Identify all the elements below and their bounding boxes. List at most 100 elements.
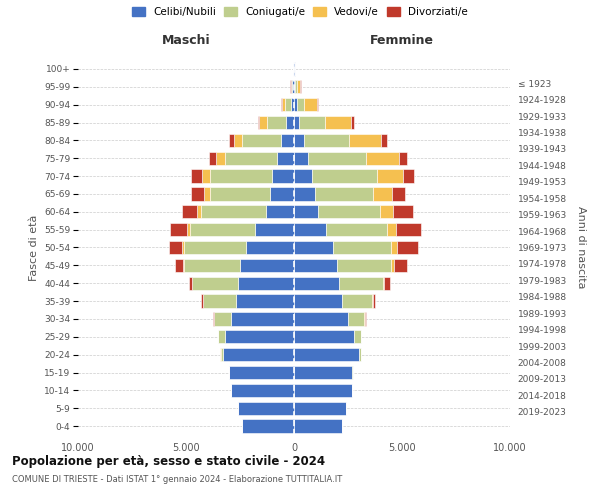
Bar <box>341 294 372 308</box>
Bar <box>294 62 295 76</box>
Bar <box>403 170 414 183</box>
Bar <box>175 258 182 272</box>
Bar <box>294 258 337 272</box>
Bar <box>192 276 193 290</box>
Bar <box>223 348 294 362</box>
Bar <box>281 98 282 112</box>
Bar <box>272 170 294 183</box>
Bar <box>286 98 291 112</box>
Bar <box>294 312 348 326</box>
Bar <box>399 152 407 165</box>
Bar <box>202 170 210 183</box>
Bar <box>236 294 294 308</box>
Bar <box>392 187 405 200</box>
Bar <box>367 152 399 165</box>
Bar <box>240 258 294 272</box>
Bar <box>191 187 205 200</box>
Bar <box>296 98 304 112</box>
Bar <box>382 134 387 147</box>
Bar <box>299 116 325 129</box>
Bar <box>359 348 361 362</box>
Bar <box>377 170 403 183</box>
Bar <box>242 134 281 147</box>
Bar <box>210 187 270 200</box>
Y-axis label: Anni di nascita: Anni di nascita <box>577 206 586 289</box>
Bar <box>294 330 355 344</box>
Bar <box>294 366 352 379</box>
Bar <box>201 294 203 308</box>
Bar <box>294 205 318 218</box>
Bar <box>170 223 187 236</box>
Bar <box>304 134 349 147</box>
Bar <box>395 223 421 236</box>
Bar <box>291 80 292 94</box>
Bar <box>294 348 359 362</box>
Bar <box>394 258 407 272</box>
Bar <box>188 276 192 290</box>
Bar <box>232 312 294 326</box>
Text: Popolazione per età, sesso e stato civile - 2024: Popolazione per età, sesso e stato civil… <box>12 455 325 468</box>
Bar <box>286 116 294 129</box>
Bar <box>184 258 240 272</box>
Bar <box>349 134 382 147</box>
Bar <box>229 134 233 147</box>
Bar <box>297 80 300 94</box>
Bar <box>292 80 294 94</box>
Text: Femmine: Femmine <box>370 34 434 48</box>
Bar <box>355 330 361 344</box>
Bar <box>313 170 377 183</box>
Bar <box>365 312 366 326</box>
Bar <box>258 116 259 129</box>
Bar <box>209 152 216 165</box>
Bar <box>290 80 291 94</box>
Bar <box>218 330 225 344</box>
Bar <box>294 276 340 290</box>
Bar <box>282 98 286 112</box>
Bar <box>314 187 373 200</box>
Bar <box>325 116 351 129</box>
Bar <box>340 276 383 290</box>
Bar <box>255 223 294 236</box>
Bar <box>373 187 392 200</box>
Bar <box>190 223 255 236</box>
Bar <box>242 420 294 433</box>
Bar <box>191 170 202 183</box>
Bar <box>213 312 214 326</box>
Bar <box>308 152 367 165</box>
Bar <box>337 258 391 272</box>
Bar <box>295 80 297 94</box>
Bar <box>294 241 333 254</box>
Bar <box>182 205 197 218</box>
Bar <box>229 366 294 379</box>
Bar <box>221 348 223 362</box>
Bar <box>238 402 294 415</box>
Bar <box>214 312 232 326</box>
Bar <box>203 294 236 308</box>
Bar <box>317 98 319 112</box>
Bar <box>380 205 394 218</box>
Bar <box>391 258 394 272</box>
Bar <box>184 241 247 254</box>
Bar <box>318 205 380 218</box>
Bar <box>225 152 277 165</box>
Bar <box>233 134 242 147</box>
Legend: Celibi/Nubili, Coniugati/e, Vedovi/e, Divorziati/e: Celibi/Nubili, Coniugati/e, Vedovi/e, Di… <box>130 5 470 20</box>
Bar <box>193 276 238 290</box>
Bar <box>225 330 294 344</box>
Bar <box>205 187 210 200</box>
Bar <box>294 80 295 94</box>
Bar <box>210 170 272 183</box>
Bar <box>294 420 341 433</box>
Bar <box>294 170 313 183</box>
Bar <box>333 241 391 254</box>
Bar <box>294 152 308 165</box>
Bar <box>182 241 184 254</box>
Bar <box>294 98 296 112</box>
Bar <box>169 241 182 254</box>
Bar <box>291 98 294 112</box>
Bar <box>383 276 384 290</box>
Y-axis label: Fasce di età: Fasce di età <box>29 214 38 280</box>
Bar <box>270 187 294 200</box>
Bar <box>294 402 346 415</box>
Bar <box>294 384 352 397</box>
